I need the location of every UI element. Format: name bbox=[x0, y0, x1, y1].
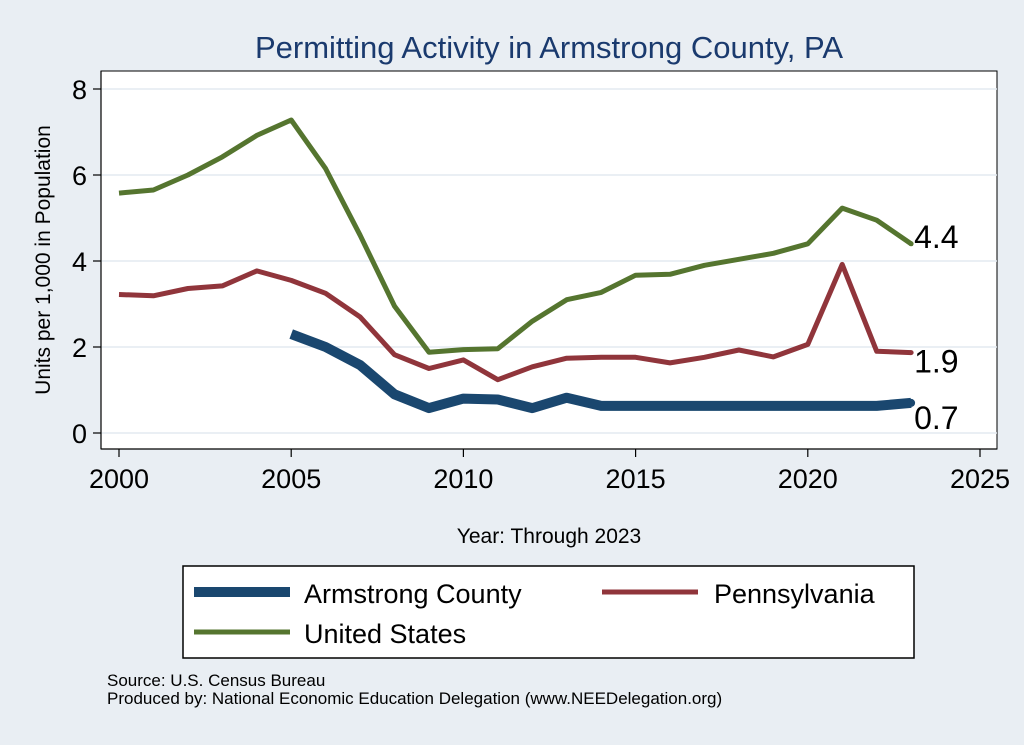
y-tick-label-6: 6 bbox=[72, 161, 87, 191]
produced-by-note: Produced by: National Economic Education… bbox=[107, 689, 723, 708]
legend-box bbox=[182, 565, 915, 659]
end-label-armstrong-county: 0.7 bbox=[914, 400, 958, 436]
source-note: Source: U.S. Census Bureau bbox=[107, 671, 326, 690]
end-point-united-states bbox=[908, 241, 914, 247]
legend-label-united-states: United States bbox=[304, 619, 466, 649]
chart-title: Permitting Activity in Armstrong County,… bbox=[255, 30, 843, 65]
x-axis-label: Year: Through 2023 bbox=[457, 525, 642, 548]
x-tick-label-2000: 2000 bbox=[89, 464, 149, 494]
x-tick-label-2015: 2015 bbox=[606, 464, 666, 494]
x-tick-label-2025: 2025 bbox=[950, 464, 1010, 494]
y-tick-label-8: 8 bbox=[72, 75, 87, 105]
legend-label-pennsylvania: Pennsylvania bbox=[714, 579, 876, 609]
end-point-armstrong-county bbox=[907, 398, 916, 407]
y-tick-label-0: 0 bbox=[72, 419, 87, 449]
end-label-united-states: 4.4 bbox=[914, 219, 958, 255]
series-line-pennsylvania bbox=[118, 261, 912, 383]
series-lines bbox=[118, 117, 913, 414]
end-labels: 0.7 1.9 4.4 bbox=[907, 219, 959, 436]
legend-label-armstrong: Armstrong County bbox=[304, 579, 522, 609]
y-tick-label-2: 2 bbox=[72, 333, 87, 363]
gridlines bbox=[101, 88, 997, 434]
x-tick-label-2020: 2020 bbox=[778, 464, 838, 494]
end-point-pennsylvania bbox=[908, 350, 914, 356]
y-axis-label: Units per 1,000 in Population bbox=[32, 125, 55, 395]
x-ticks: 2000 2005 2010 2015 2020 2025 bbox=[89, 449, 1010, 494]
x-tick-label-2005: 2005 bbox=[261, 464, 321, 494]
y-tick-label-4: 4 bbox=[72, 247, 87, 277]
series-line-united-states bbox=[118, 117, 913, 355]
end-label-pennsylvania: 1.9 bbox=[914, 344, 958, 380]
y-ticks: 0 2 4 6 8 bbox=[72, 75, 101, 449]
legend: Armstrong County Pennsylvania United Sta… bbox=[182, 565, 915, 659]
plot-area bbox=[100, 70, 998, 450]
axes bbox=[100, 71, 997, 450]
x-tick-label-2010: 2010 bbox=[433, 464, 493, 494]
series-line-armstrong-county bbox=[289, 329, 912, 414]
